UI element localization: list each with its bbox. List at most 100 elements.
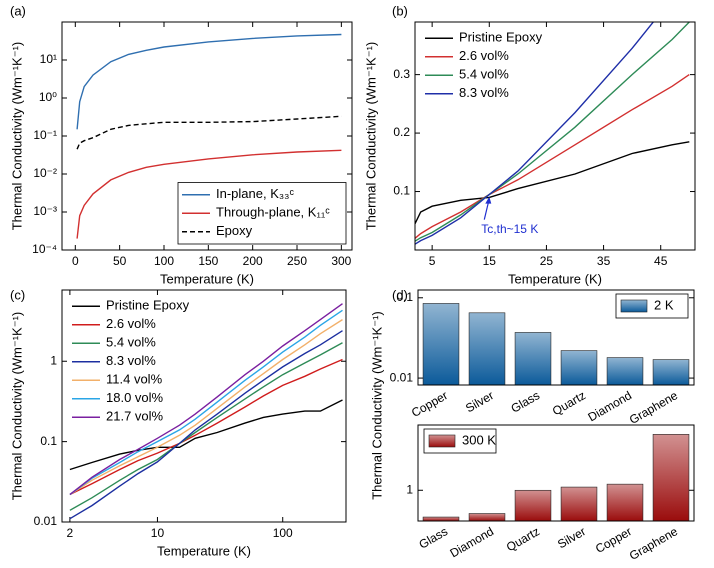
bar bbox=[514, 332, 552, 386]
x-tick-label: Silver bbox=[555, 524, 588, 551]
series-line bbox=[69, 309, 343, 496]
series-line bbox=[415, 74, 690, 239]
y-tick-label: 0.1 bbox=[40, 434, 57, 448]
legend-swatch bbox=[428, 434, 456, 448]
x-tick-label: 25 bbox=[540, 254, 554, 268]
bar bbox=[468, 513, 506, 522]
series-line bbox=[415, 22, 690, 242]
series-line bbox=[69, 342, 343, 511]
legend-label: 5.4 vol% bbox=[459, 67, 509, 82]
bar bbox=[422, 516, 460, 522]
series-line bbox=[415, 22, 655, 245]
x-tick-label: 45 bbox=[654, 254, 668, 268]
y-tick-label: 10⁻⁴ bbox=[32, 242, 57, 256]
y-axis-label: Thermal Conductivity (Wm⁻¹K⁻¹) bbox=[9, 312, 24, 501]
x-axis-label: Temperature (K) bbox=[160, 271, 254, 286]
bar bbox=[652, 434, 690, 522]
y-tick-label: 10⁻² bbox=[33, 166, 57, 180]
legend-label: Pristine Epoxy bbox=[459, 30, 543, 45]
plot-frame bbox=[61, 21, 353, 251]
x-tick-label: 0 bbox=[72, 254, 79, 268]
plot-frame bbox=[417, 289, 695, 386]
x-tick-label: Silver bbox=[463, 388, 496, 415]
legend-label: In-plane, K₃₃ᶜ bbox=[216, 186, 294, 201]
x-tick-label: Glass bbox=[417, 524, 451, 551]
legend-label: 8.3 vol% bbox=[459, 85, 509, 100]
x-tick-label: 100 bbox=[273, 526, 293, 540]
y-tick-label: 0.2 bbox=[393, 125, 410, 139]
panel-label: (d) bbox=[392, 287, 408, 302]
x-tick-label: Quartz bbox=[504, 524, 542, 554]
x-tick-label: 10 bbox=[151, 526, 165, 540]
y-tick-label: 1 bbox=[50, 353, 57, 367]
x-tick-label: 15 bbox=[483, 254, 497, 268]
panel-label: (a) bbox=[10, 3, 26, 18]
x-axis-label: Temperature (K) bbox=[157, 543, 251, 558]
x-tick-label: Diamond bbox=[447, 524, 496, 560]
panel-label: (c) bbox=[10, 287, 25, 302]
x-tick-label: 5 bbox=[429, 254, 436, 268]
x-tick-label: 300 bbox=[331, 254, 351, 268]
y-axis-label: Thermal Conductivity (Wm⁻¹K⁻¹) bbox=[369, 311, 384, 500]
x-tick-label: Diamond bbox=[585, 388, 634, 424]
y-tick-label: 0.01 bbox=[34, 514, 58, 528]
plot-frame bbox=[61, 289, 347, 523]
legend-label: 300 K bbox=[462, 432, 496, 447]
legend-label: Epoxy bbox=[216, 223, 253, 238]
y-tick-label: 10¹ bbox=[40, 52, 57, 66]
panel-label: (b) bbox=[392, 3, 408, 18]
bar bbox=[514, 489, 552, 522]
legend-label: 2.6 vol% bbox=[459, 48, 509, 63]
series-line bbox=[69, 358, 343, 496]
y-tick-label: 0.3 bbox=[393, 67, 410, 81]
bar bbox=[652, 359, 690, 386]
y-tick-label: 10⁰ bbox=[39, 90, 57, 104]
x-tick-label: 150 bbox=[198, 254, 218, 268]
series-line bbox=[76, 33, 342, 130]
x-tick-label: 250 bbox=[287, 254, 307, 268]
legend-label: 2 K bbox=[654, 297, 674, 312]
series-line bbox=[415, 141, 690, 225]
series-line bbox=[69, 319, 343, 496]
series-line bbox=[69, 399, 343, 471]
x-tick-label: 50 bbox=[113, 254, 127, 268]
x-tick-label: 2 bbox=[67, 526, 74, 540]
x-axis-label: Temperature (K) bbox=[508, 271, 602, 286]
series-line bbox=[76, 115, 342, 150]
series-line bbox=[69, 303, 343, 496]
y-tick-label: 0.01 bbox=[390, 370, 414, 384]
plot-frame bbox=[414, 21, 696, 251]
legend-label: Through-plane, K₁₁ᶜ bbox=[216, 205, 330, 220]
legend-label: 5.4 vol% bbox=[106, 335, 156, 350]
x-tick-label: 200 bbox=[243, 254, 263, 268]
y-tick-label: 1 bbox=[406, 482, 413, 496]
legend-label: Pristine Epoxy bbox=[106, 298, 190, 313]
legend-label: 18.0 vol% bbox=[106, 390, 164, 405]
y-tick-label: 0.1 bbox=[396, 290, 413, 304]
legend-label: 2.6 vol% bbox=[106, 316, 156, 331]
legend-label: 8.3 vol% bbox=[106, 353, 156, 368]
x-tick-label: Graphene bbox=[627, 388, 681, 427]
arrow-head bbox=[485, 196, 492, 204]
y-axis-label: Thermal Conductivity (Wm⁻¹K⁻¹) bbox=[363, 42, 378, 231]
bar bbox=[422, 303, 460, 386]
legend-swatch bbox=[620, 299, 648, 313]
bar bbox=[606, 483, 644, 522]
y-tick-label: 10⁻³ bbox=[33, 204, 57, 218]
bar bbox=[606, 357, 644, 386]
y-tick-label: 0.1 bbox=[393, 184, 410, 198]
x-tick-label: Glass bbox=[509, 388, 543, 415]
legend-label: 11.4 vol% bbox=[106, 372, 163, 387]
series-line bbox=[69, 330, 343, 520]
plot-frame bbox=[417, 424, 695, 522]
x-tick-label: Quartz bbox=[550, 388, 588, 418]
x-tick-label: Graphene bbox=[627, 524, 681, 563]
bar bbox=[560, 350, 598, 386]
annotation: Tc,th~15 K bbox=[481, 222, 538, 236]
x-tick-label: Copper bbox=[409, 388, 450, 420]
legend-label: 21.7 vol% bbox=[106, 409, 164, 424]
bar bbox=[560, 486, 598, 522]
y-tick-label: 10⁻¹ bbox=[33, 128, 57, 142]
series-line bbox=[76, 149, 342, 239]
